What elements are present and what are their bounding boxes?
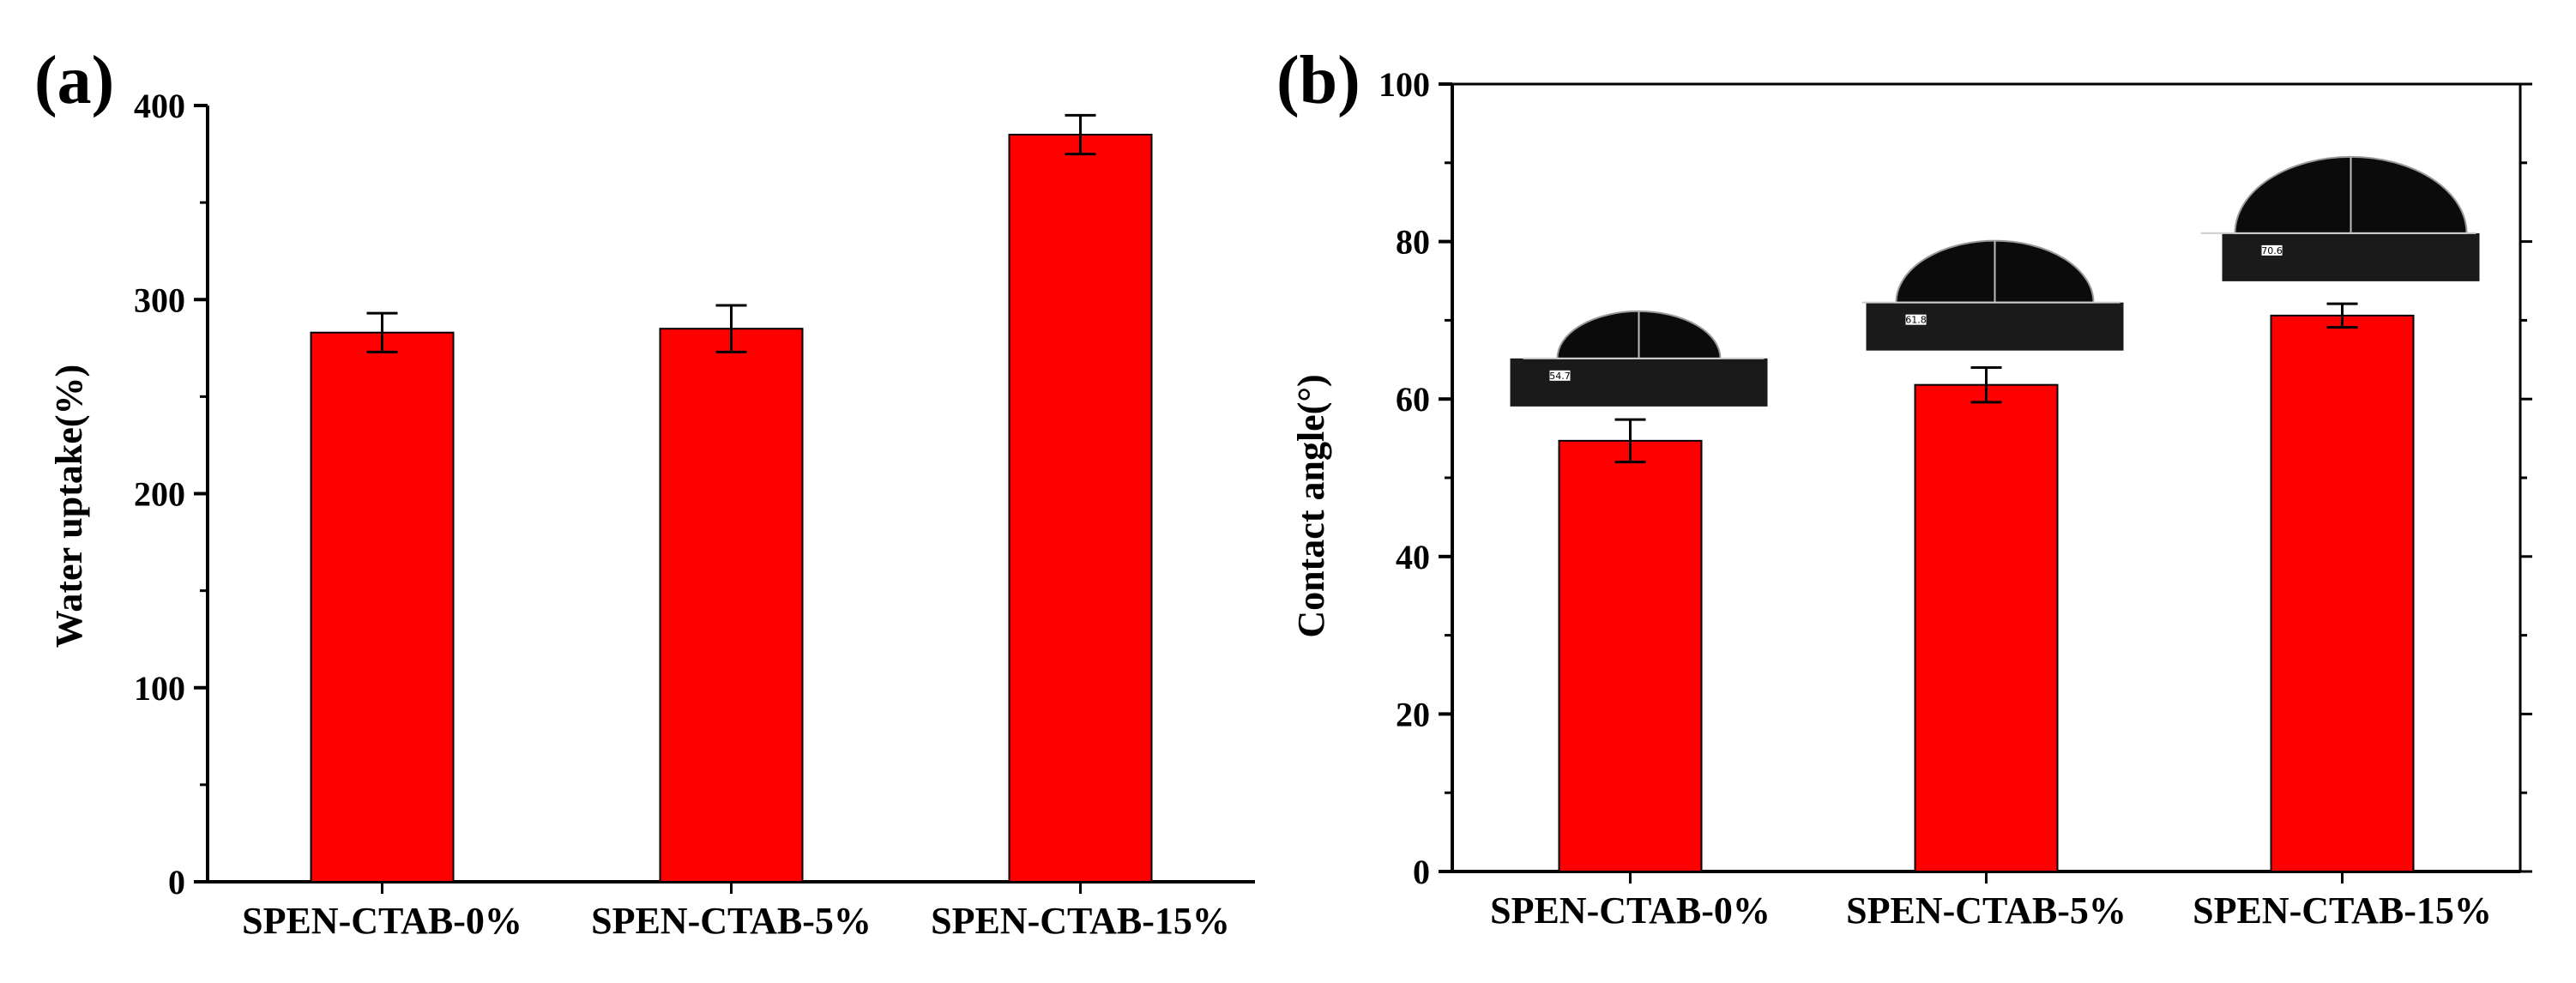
angle-label: 70.6 [2261,245,2283,256]
panel-label-b: (b) [1276,43,1360,118]
x-tick-label: SPEN-CTAB-15% [931,900,1230,942]
y-tick-label: 40 [1396,538,1430,576]
y-tick-label: 200 [134,475,185,514]
photo-substrate [2222,232,2480,281]
photo-substrate [1866,302,2124,351]
angle-box [2261,244,2283,256]
angle-box [1549,370,1571,381]
y-axis-title-b: Contact angle(°) [1290,374,1332,637]
bar [1558,439,1703,872]
panel-label-a: (a) [34,43,114,118]
bar [310,331,455,883]
angle-label: 54.7 [1549,371,1571,382]
x-tick-label: SPEN-CTAB-0% [1490,890,1771,932]
y-tick-label: 100 [134,669,185,708]
x-tick-label: SPEN-CTAB-5% [591,900,872,942]
y-tick-label: 300 [134,280,185,319]
bar [659,328,804,883]
x-tick-label: SPEN-CTAB-15% [2193,890,2492,932]
contact-angle-photo-5: 61.8 [1861,239,2124,351]
bar [2270,314,2415,872]
bar [1008,133,1153,883]
y-tick-label: 100 [1378,65,1430,104]
photo-substrate [1510,358,1768,407]
y-tick-label: 20 [1396,695,1430,733]
panel-b: (b) Contact angle(°) 0 20 40 60 80 100 SPEN-CT… [1276,43,2532,932]
y-tick-label: 400 [134,87,185,125]
contact-angle-photo-15: 70.6 [2200,155,2480,281]
y-tick-label: 0 [1413,853,1430,891]
y-tick-label: 80 [1396,223,1430,262]
y-tick-label: 60 [1396,380,1430,419]
y-axis-title-a: Water uptake(%) [48,365,90,648]
bar [1914,383,2059,872]
angle-box [1905,314,1927,325]
y-tick-label: 0 [168,863,185,902]
contact-angle-photo-0: 54.7 [1510,310,1768,407]
x-tick-label: SPEN-CTAB-5% [1846,890,2127,932]
angle-label: 61.8 [1905,315,1927,326]
x-tick-label: SPEN-CTAB-0% [242,900,522,942]
panel-a: (a) Water uptake(%) 0 100 200 300 400 SPEN-CT… [34,43,1255,942]
